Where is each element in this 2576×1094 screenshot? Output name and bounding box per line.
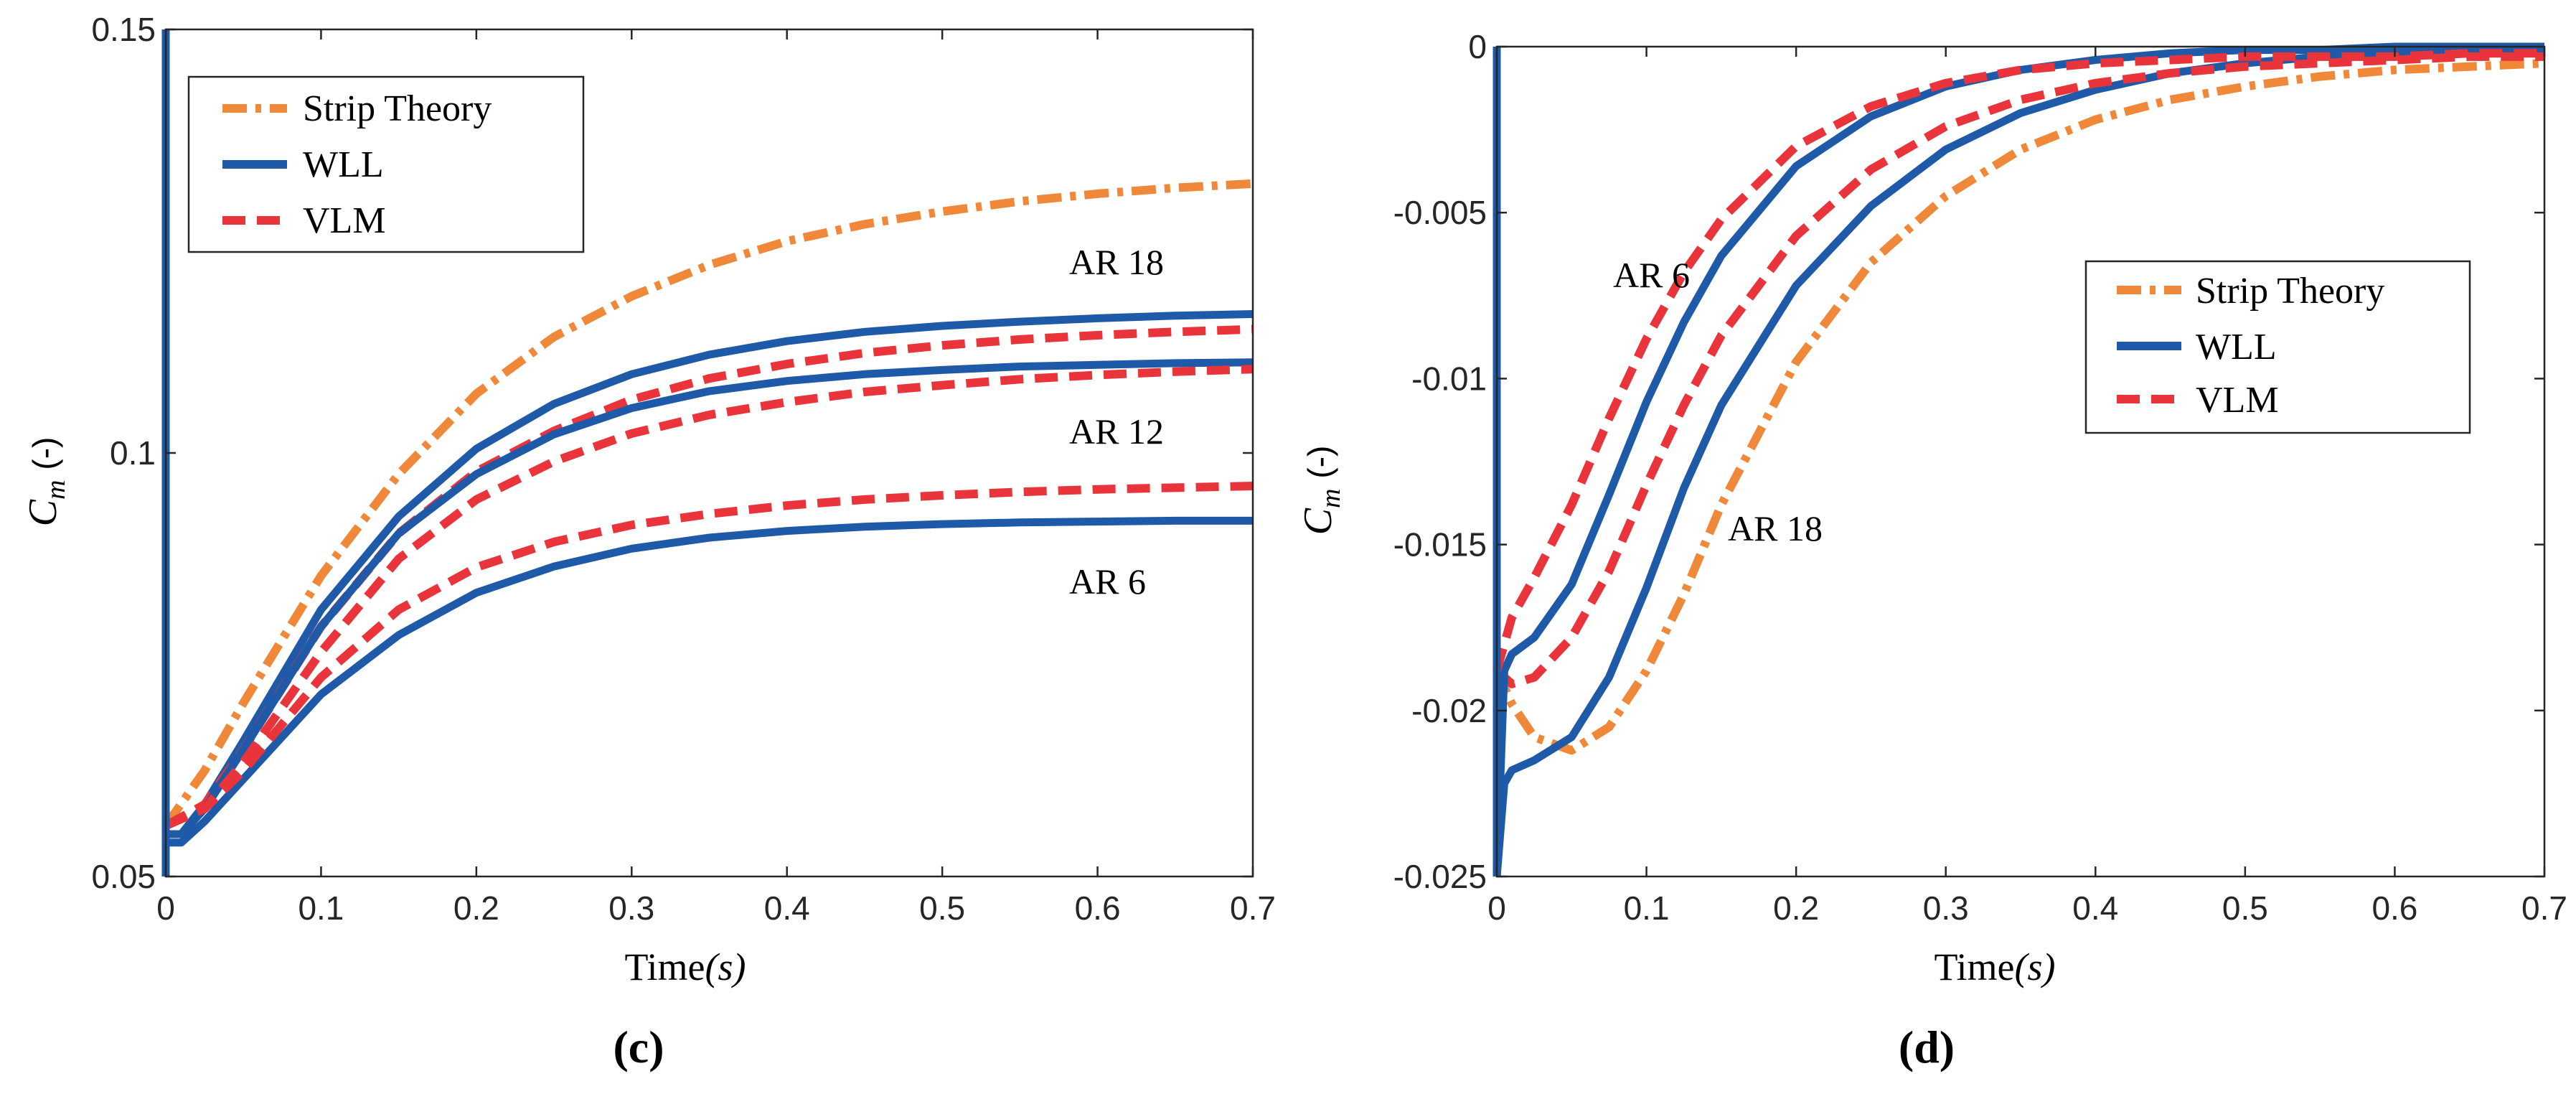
annotation-ar-18: AR 18 [1069,242,1164,282]
x-tick-label: 0.1 [1624,889,1670,927]
y-tick-label: -0.025 [1393,858,1487,895]
y-axis-label-c: Cm (-) [21,437,71,527]
panel-d-axes-frame [1495,45,2546,878]
x-label-unit: (s) [2015,945,2056,988]
series-line-vlm-ar-6 [164,482,1254,830]
y-tick-label: -0.015 [1393,526,1487,564]
panel-c-x-axis-label: Time(s) [624,945,746,988]
series-line-wll-ar-12 [166,358,1254,838]
x-tick-label: 0.2 [453,889,499,927]
legend-label-vlm: VLM [2196,380,2279,421]
x-tick-label: 0 [1487,889,1506,927]
x-tick-label: 0.6 [2371,889,2417,927]
panel-d-legend: Strip Theory WLL VLM [2084,260,2471,434]
panel-d-background [1497,47,2544,876]
panel-label-c: (c) [613,1021,664,1072]
x-tick-label: 0.2 [1773,889,1819,927]
x-tick-label: 0.3 [1923,889,1969,927]
y-tick-label: 0.15 [91,11,156,48]
panel-c-y-axis-label: Cm (-) [21,437,71,527]
panel-d: 0 0.1 0.2 0.3 0.4 0.5 0.6 0.7 -0.025 -0.02 -0.015 -… [1296,28,2567,1072]
y-label-unit: (-) [1301,446,1338,479]
panel-c: 0 0.1 0.2 0.3 0.4 0.5 0.6 0.7 0.05 0.1 0.15 AR 18 … [21,11,1276,1072]
legend-label-strip-theory: Strip Theory [303,88,492,129]
legend-label-strip-theory: Strip Theory [2196,271,2384,312]
y-tick-label: 0.1 [110,434,156,472]
y-tick-label: -0.02 [1411,692,1487,729]
x-tick-label: 0.6 [1075,889,1121,927]
panel-label-d: (d) [1899,1021,1955,1072]
series-line-wll-ar-6 [1493,42,2544,877]
x-tick-label: 0.1 [298,889,344,927]
x-tick-label: 0.4 [2072,889,2118,927]
x-label-text: Time [1934,945,2014,988]
panel-c-annotations: AR 18 AR 12 AR 6 [1069,242,1164,602]
panel-c-series-group [161,29,1254,876]
series-line-strip-theory [1493,59,2545,755]
x-tick-label: 0.4 [764,889,810,927]
legend-label-vlm: VLM [303,200,386,241]
panel-d-annotations: AR 6 AR 18 [1613,255,1823,548]
y-label-symbol: C [21,499,65,526]
series-line-vlm-ar-18 [1494,52,2544,688]
y-label-symbol: C [1296,508,1340,535]
x-tick-label: 0 [156,889,175,927]
x-tick-label: 0.5 [2222,889,2268,927]
x-tick-label: 0.5 [919,889,965,927]
x-tick-label: 0.7 [2521,889,2567,927]
series-line-wll-ar-6 [166,516,1253,847]
y-tick-label: -0.01 [1411,360,1487,397]
y-axis-label-d: Cm (-) [1296,446,1346,536]
panel-d-y-axis-label: Cm (-) [1296,446,1346,536]
x-label-text: Time [624,945,705,988]
annotation-ar-6: AR 6 [1613,255,1690,295]
annotation-ar-18: AR 18 [1728,508,1823,548]
y-label-subscript: m [1316,489,1346,508]
panel-d-x-axis-label: Time(s) [1934,945,2055,988]
x-tick-label: 0.7 [1230,889,1276,927]
y-tick-label: 0.05 [91,858,156,895]
panel-d-plot-area: 0 0.1 0.2 0.3 0.4 0.5 0.6 0.7 -0.025 -0.02 -0.015 -… [1393,28,2567,927]
annotation-ar-6: AR 6 [1069,561,1146,602]
x-label-unit: (s) [705,945,746,988]
y-label-subscript: m [41,480,71,500]
panel-c-ticks: 0 0.1 0.2 0.3 0.4 0.5 0.6 0.7 0.05 0.1 0.15 [91,11,1276,927]
series-line-strip-theory [162,179,1254,828]
series-line-vlm-ar-6 [1493,49,2544,672]
y-label-unit: (-) [26,437,63,470]
x-tick-label: 0.3 [608,889,654,927]
annotation-ar-12: AR 12 [1069,411,1164,452]
panel-c-legend: Strip Theory WLL VLM [187,75,585,253]
y-tick-label: 0 [1468,28,1487,65]
legend-label-wll: WLL [2196,327,2277,368]
y-tick-label: -0.005 [1393,194,1487,231]
panel-d-ticks: 0 0.1 0.2 0.3 0.4 0.5 0.6 0.7 -0.025 -0.02 -0.015 -… [1393,28,2567,927]
series-line-vlm-ar-12 [164,365,1254,830]
legend-label-wll: WLL [303,144,384,185]
